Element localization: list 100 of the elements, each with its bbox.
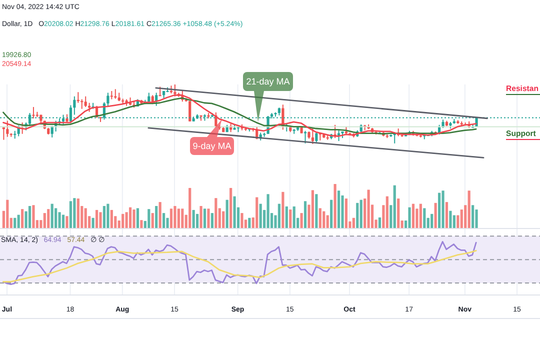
bar [132,210,136,228]
bar [438,192,441,228]
bar [230,188,232,228]
bar [76,198,80,228]
bar [177,208,180,228]
bar [95,210,98,228]
bar [304,201,307,228]
bar [419,204,422,228]
bar [170,208,173,228]
bar [397,198,400,228]
bar [442,190,444,228]
bar [122,214,124,228]
bar [434,202,437,228]
candlestick [188,100,192,122]
bar [110,210,113,228]
candlestick [106,92,110,107]
bar [188,188,192,228]
bar [210,213,214,228]
bar [240,213,244,228]
bar [50,204,54,228]
bar [128,207,132,228]
bar [386,196,388,228]
bar [32,205,35,228]
bar [326,215,329,228]
bar [106,204,110,228]
bar [352,218,355,228]
bar [214,198,218,228]
bar [282,192,284,228]
bar [151,213,154,228]
legend-label: 9-day MA [192,141,232,151]
bar [266,194,270,228]
bar [289,210,292,228]
bar [360,200,362,228]
bar [174,206,176,228]
bar [62,214,65,228]
bar [226,200,228,228]
bar [162,213,166,228]
bar [378,217,382,228]
bar [148,209,150,228]
bar [66,216,68,228]
bar [181,208,184,228]
bar [222,211,225,228]
bar [17,214,20,228]
bar [99,212,102,228]
bar [192,210,195,228]
bar [84,208,87,228]
bar [28,206,32,228]
candlestick [311,128,314,144]
bar [102,206,106,228]
bar [248,218,251,228]
bar [356,202,359,228]
candlestick [84,96,87,108]
bar [337,190,340,228]
bar [21,209,24,228]
bar [158,202,162,228]
bar [54,208,58,228]
bar [256,197,258,228]
bar [330,200,333,228]
candlestick [73,96,76,116]
candlestick [315,132,318,143]
bar [311,190,314,228]
bar [445,202,448,228]
bar [322,211,326,228]
bar [449,210,452,228]
bar [334,184,336,228]
bar [278,204,281,228]
bar [412,204,415,228]
bar [452,215,456,228]
bar [155,206,158,228]
bar [472,205,474,228]
bar [58,212,61,228]
bar [207,208,210,228]
bar [318,208,322,228]
text: 21-day MA [246,76,290,86]
bar [423,208,426,228]
bar [285,206,288,228]
bar [393,185,396,228]
bar [136,208,140,228]
bar [92,218,94,228]
candlestick [110,90,113,100]
bar [140,220,143,228]
bar [468,190,470,228]
candlestick [32,106,35,119]
candlestick [304,130,307,144]
bar [200,206,202,228]
bar [196,214,199,228]
candlestick [80,98,84,110]
bar [69,201,72,228]
bar [259,204,262,228]
candlestick [6,120,9,138]
bar [203,208,206,228]
bar [292,206,296,228]
bar [233,196,236,228]
bar [408,207,411,228]
bar [300,213,303,228]
bar [430,214,434,228]
candlestick [174,84,176,97]
bar [47,209,50,228]
bar [315,194,318,228]
bar [73,198,76,228]
